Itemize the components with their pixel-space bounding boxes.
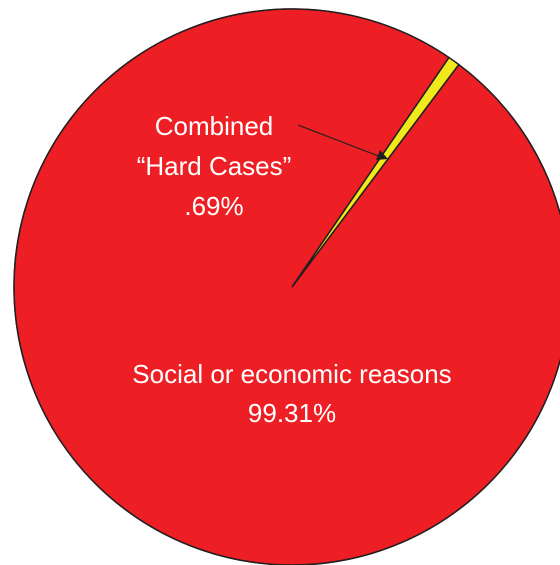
social-economic-label: Social or economic reasons (132, 359, 451, 389)
social-economic-value-label: 99.31% (248, 398, 336, 428)
pie-slice-hard-cases (291, 56, 460, 288)
hard-cases-label-line2: “Hard Cases” (137, 151, 292, 181)
callout-arrowhead (376, 150, 388, 160)
hard-cases-label-line1: Combined (155, 111, 274, 141)
callout-leader-line (297, 124, 382, 158)
hard-cases-value-label: .69% (184, 191, 243, 221)
pie-slice-social-economic (13, 8, 560, 565)
